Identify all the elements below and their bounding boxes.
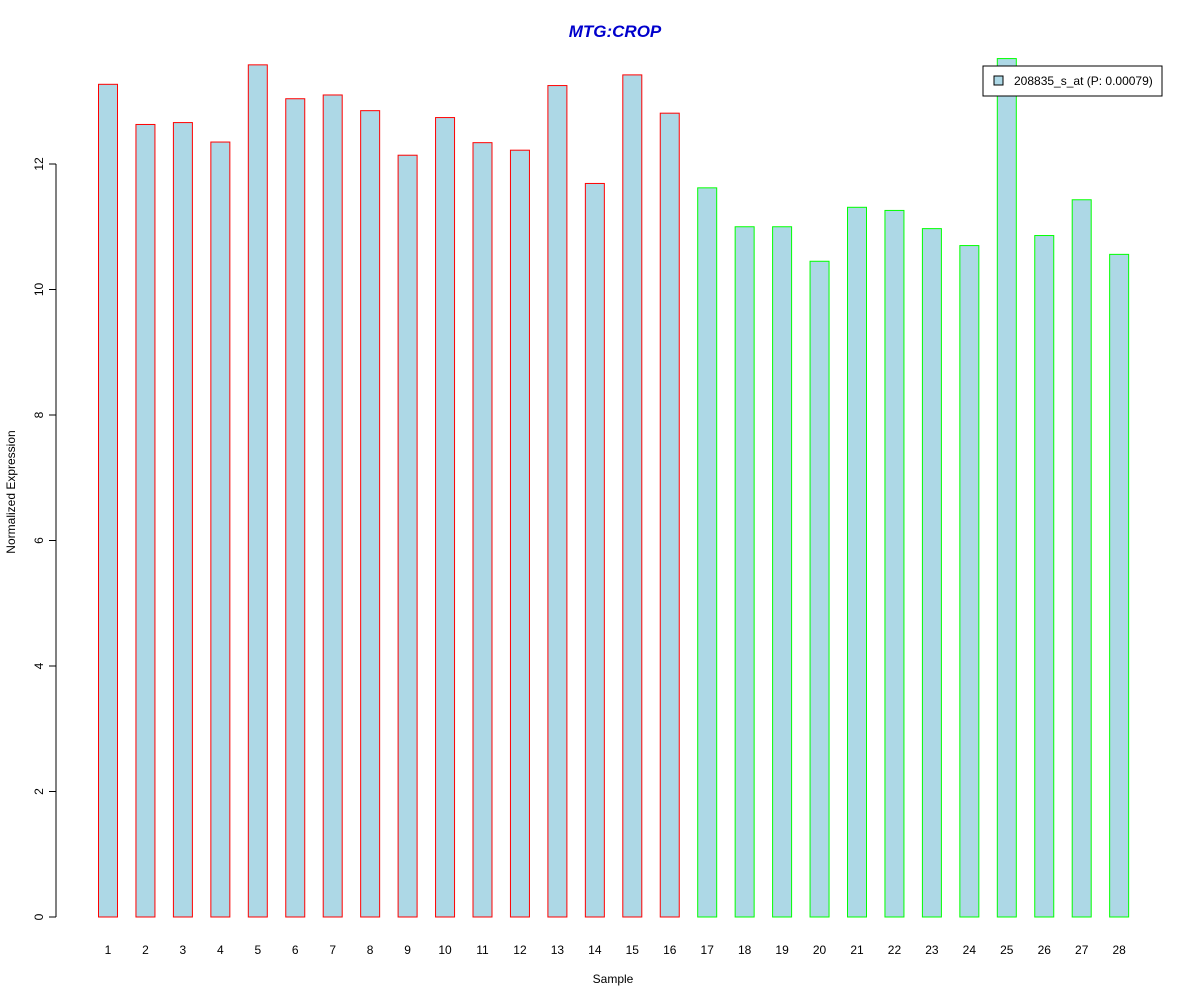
x-tick-label: 19 bbox=[775, 943, 789, 957]
x-tick-label: 25 bbox=[1000, 943, 1014, 957]
bar-sample-23 bbox=[921, 228, 942, 918]
x-tick-label: 6 bbox=[292, 943, 299, 957]
bar-sample-9 bbox=[397, 154, 418, 918]
bar-sample-7 bbox=[322, 94, 343, 918]
bar-sample-26 bbox=[1034, 235, 1055, 918]
y-tick-label: 0 bbox=[32, 913, 46, 920]
bar-sample-19 bbox=[772, 226, 793, 918]
y-axis-label: Normalized Expression bbox=[4, 430, 18, 553]
bar-sample-24 bbox=[959, 245, 980, 918]
x-tick-label: 7 bbox=[329, 943, 336, 957]
legend: 208835_s_at (P: 0.00079) bbox=[982, 65, 1163, 97]
x-tick-label: 28 bbox=[1112, 943, 1126, 957]
x-tick-label: 24 bbox=[963, 943, 977, 957]
bar-sample-6 bbox=[285, 98, 306, 918]
y-tick-label: 6 bbox=[32, 537, 46, 544]
bar-sample-15 bbox=[622, 74, 643, 918]
bar-sample-12 bbox=[509, 149, 530, 918]
chart-title: MTG:CROP bbox=[569, 22, 662, 41]
x-tick-label: 13 bbox=[551, 943, 565, 957]
bar-sample-1 bbox=[98, 83, 118, 918]
bar-sample-20 bbox=[809, 260, 830, 918]
x-tick-label: 9 bbox=[404, 943, 411, 957]
bar-sample-10 bbox=[435, 117, 456, 918]
bar-sample-5 bbox=[247, 64, 268, 918]
y-tick-label: 12 bbox=[32, 157, 46, 171]
x-tick-label: 18 bbox=[738, 943, 752, 957]
x-tick-label: 11 bbox=[476, 943, 489, 957]
bar-sample-22 bbox=[884, 209, 905, 918]
x-tick-label: 5 bbox=[254, 943, 261, 957]
x-tick-label: 4 bbox=[217, 943, 224, 957]
x-tick-label: 17 bbox=[701, 943, 715, 957]
bar-sample-16 bbox=[659, 112, 680, 918]
x-tick-label: 20 bbox=[813, 943, 827, 957]
legend-box bbox=[982, 65, 1163, 97]
y-tick-label: 2 bbox=[32, 788, 46, 795]
x-tick-label: 27 bbox=[1075, 943, 1089, 957]
x-tick-label: 8 bbox=[367, 943, 374, 957]
bar-sample-11 bbox=[472, 142, 493, 918]
bar-sample-8 bbox=[360, 110, 381, 918]
y-tick-label: 4 bbox=[32, 662, 46, 669]
bar-sample-2 bbox=[135, 123, 156, 918]
y-axis-ticks: 0 2 4 6 8 10 12 bbox=[32, 157, 56, 920]
x-tick-label: 10 bbox=[438, 943, 452, 957]
x-tick-labels: 1 2 3 4 5 6 7 8 9 10 11 12 13 14 15 16 17 18 19 20 21 22 23 24 2… bbox=[105, 943, 1126, 957]
x-tick-label: 1 bbox=[105, 943, 112, 957]
bar-sample-14 bbox=[584, 182, 605, 918]
x-tick-label: 15 bbox=[626, 943, 640, 957]
x-tick-label: 16 bbox=[663, 943, 677, 957]
bar-sample-21 bbox=[847, 206, 867, 918]
bar-sample-27 bbox=[1071, 199, 1092, 918]
x-tick-label: 14 bbox=[588, 943, 602, 957]
bar-sample-25 bbox=[996, 58, 1017, 918]
bar-sample-18 bbox=[734, 226, 755, 918]
x-tick-label: 22 bbox=[888, 943, 902, 957]
x-tick-label: 3 bbox=[180, 943, 187, 957]
x-tick-label: 12 bbox=[513, 943, 527, 957]
x-axis-label: Sample bbox=[593, 972, 634, 986]
x-tick-label: 26 bbox=[1038, 943, 1052, 957]
bar-sample-3 bbox=[172, 122, 193, 918]
bar-sample-4 bbox=[210, 141, 231, 918]
bar-sample-28 bbox=[1109, 253, 1130, 918]
legend-swatch bbox=[993, 75, 1004, 86]
y-tick-label: 10 bbox=[32, 283, 46, 297]
x-tick-label: 23 bbox=[925, 943, 939, 957]
bar-series bbox=[98, 58, 1130, 918]
x-tick-label: 21 bbox=[850, 943, 864, 957]
bar-sample-13 bbox=[547, 85, 568, 918]
bar-sample-17 bbox=[697, 187, 718, 918]
legend-label: 208835_s_at (P: 0.00079) bbox=[1014, 74, 1153, 88]
x-tick-label: 2 bbox=[142, 943, 149, 957]
y-tick-label: 8 bbox=[32, 411, 46, 418]
